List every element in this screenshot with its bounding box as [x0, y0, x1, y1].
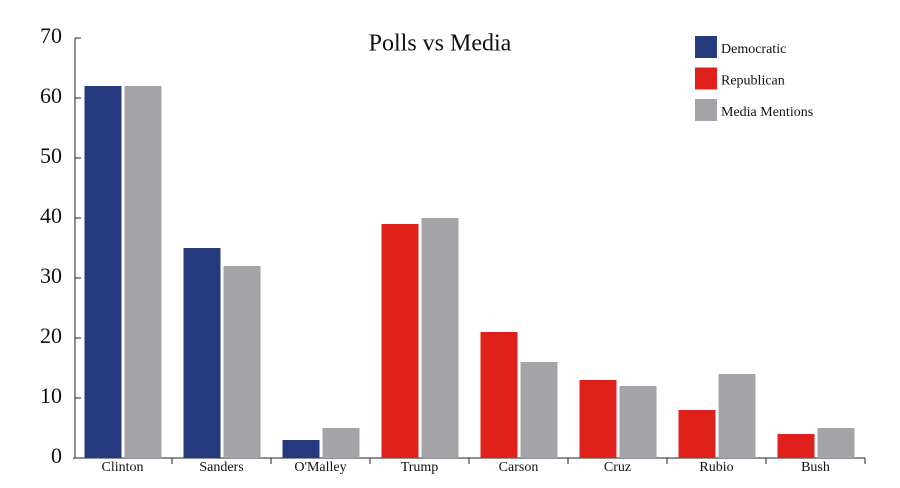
- y-tick-label: 70: [40, 23, 62, 48]
- legend-label: Republican: [721, 74, 785, 89]
- y-tick-label: 10: [40, 383, 62, 408]
- legend-swatch: [695, 36, 717, 58]
- x-tick-label: Sanders: [199, 460, 243, 475]
- y-tick-label: 0: [51, 443, 62, 468]
- y-tick-label: 30: [40, 263, 62, 288]
- x-tick-label: Trump: [401, 460, 439, 475]
- bar: [381, 224, 419, 458]
- bar: [480, 332, 518, 458]
- x-tick-label: Bush: [801, 460, 830, 475]
- legend-swatch: [695, 99, 717, 121]
- bar: [282, 440, 320, 458]
- bar: [777, 434, 815, 458]
- y-tick-label: 40: [40, 203, 62, 228]
- legend-label: Democratic: [721, 42, 786, 57]
- x-tick-label: Carson: [499, 460, 539, 475]
- bar: [223, 266, 261, 458]
- bar: [579, 380, 617, 458]
- bar: [421, 218, 459, 458]
- x-tick-label: O'Malley: [294, 460, 346, 475]
- bar: [124, 86, 162, 458]
- x-tick-label: Clinton: [101, 460, 143, 475]
- y-tick-label: 20: [40, 323, 62, 348]
- bar: [817, 428, 855, 458]
- legend-label: Media Mentions: [721, 105, 813, 120]
- legend-swatch: [695, 67, 717, 90]
- bar: [183, 248, 221, 458]
- bar: [322, 428, 360, 458]
- bar: [718, 374, 756, 458]
- bar: [678, 410, 716, 458]
- x-tick-label: Rubio: [699, 460, 733, 475]
- y-tick-label: 50: [40, 143, 62, 168]
- bar: [619, 386, 657, 458]
- x-tick-label: Cruz: [604, 460, 631, 475]
- bar: [84, 86, 122, 458]
- bar: [520, 362, 558, 458]
- chart-title: Polls vs Media: [369, 31, 512, 57]
- y-tick-label: 60: [40, 83, 62, 108]
